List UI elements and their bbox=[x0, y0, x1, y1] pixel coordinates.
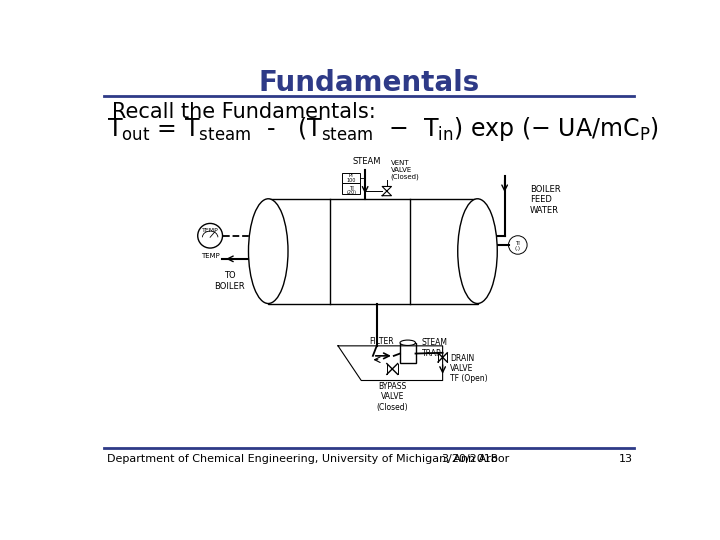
Text: DRAIN
VALVE
TF (Open): DRAIN VALVE TF (Open) bbox=[451, 354, 488, 383]
Text: BOILER
FEED
WATER: BOILER FEED WATER bbox=[530, 185, 561, 215]
Text: TI: TI bbox=[348, 186, 354, 191]
Bar bbox=[342, 173, 361, 184]
Text: 3/20/2018: 3/20/2018 bbox=[441, 454, 498, 464]
Text: PI: PI bbox=[348, 173, 354, 178]
Text: (20): (20) bbox=[346, 190, 356, 195]
Text: TEMP: TEMP bbox=[201, 253, 220, 259]
Text: STEAM
TRAP: STEAM TRAP bbox=[422, 339, 448, 358]
Bar bbox=[342, 184, 361, 194]
Text: STEAM: STEAM bbox=[352, 157, 381, 166]
Text: Recall the Fundamentals:: Recall the Fundamentals: bbox=[112, 102, 375, 122]
Ellipse shape bbox=[400, 340, 415, 346]
Text: (.): (.) bbox=[515, 246, 521, 251]
Circle shape bbox=[198, 224, 222, 248]
Text: Fundamentals: Fundamentals bbox=[258, 69, 480, 97]
Text: BYPASS
VALVE
(Closed): BYPASS VALVE (Closed) bbox=[377, 382, 408, 412]
Circle shape bbox=[508, 236, 527, 254]
Text: TEMP: TEMP bbox=[202, 228, 218, 233]
Text: VENT
VALVE
(Closed): VENT VALVE (Closed) bbox=[391, 160, 420, 180]
Text: $\mathregular{T_{out}}$ = $\mathregular{T_{steam}}$  -   ($\mathregular{T_{steam: $\mathregular{T_{out}}$ = $\mathregular{… bbox=[107, 116, 659, 144]
Bar bbox=[400, 343, 415, 363]
Text: Department of Chemical Engineering, University of Michigan, Ann Arbor: Department of Chemical Engineering, Univ… bbox=[107, 454, 509, 464]
Bar bbox=[269, 199, 477, 303]
Text: FILTER: FILTER bbox=[369, 337, 394, 346]
Text: 100: 100 bbox=[346, 178, 356, 183]
Ellipse shape bbox=[458, 199, 498, 303]
Text: 13: 13 bbox=[618, 454, 632, 464]
Ellipse shape bbox=[248, 199, 288, 303]
Text: TO
BOILER: TO BOILER bbox=[214, 271, 245, 291]
Text: TI: TI bbox=[516, 241, 521, 246]
